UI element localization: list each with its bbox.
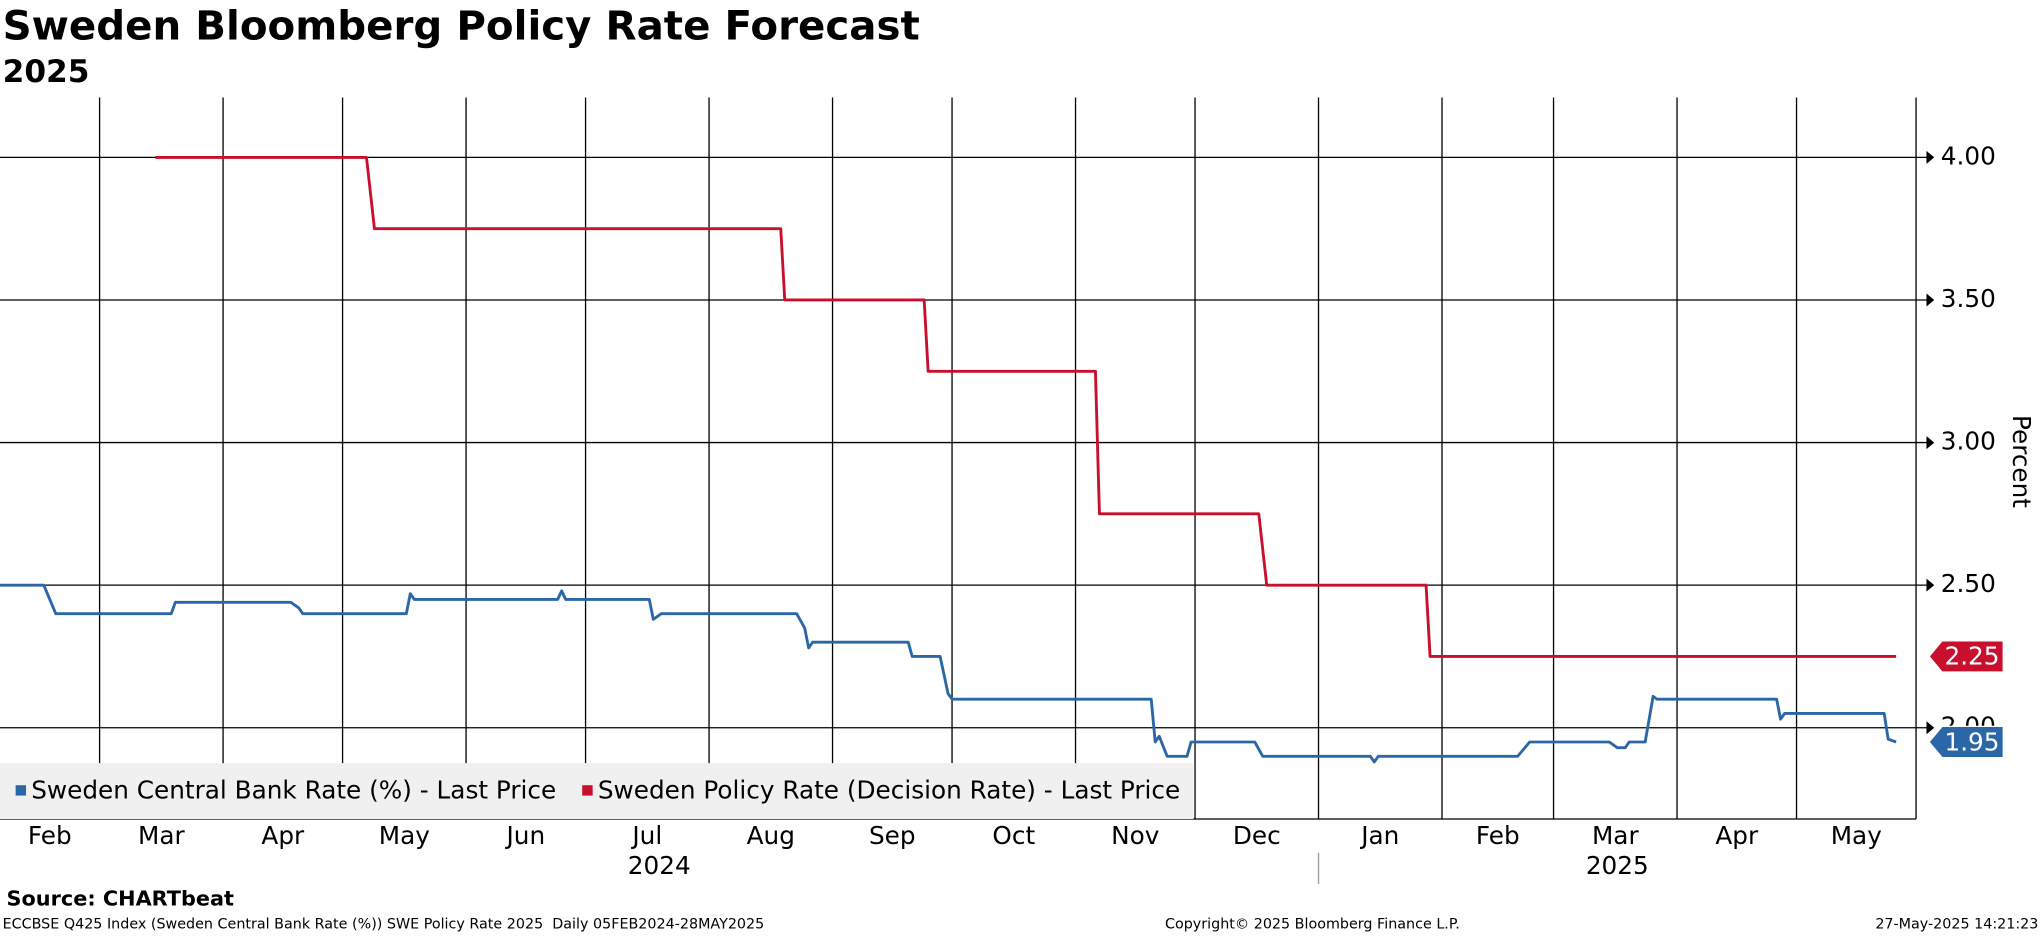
- x-tick-label: Jan: [1359, 821, 1399, 850]
- last-value-badge: [1928, 725, 2004, 759]
- x-tick-label: Feb: [28, 821, 72, 850]
- y-tick-label: 3.00: [1941, 427, 1996, 456]
- y-tick-mark: [1926, 150, 1935, 164]
- chart-title: Sweden Bloomberg Policy Rate Forecast: [3, 3, 920, 50]
- x-tick-label: Apr: [1715, 821, 1759, 850]
- y-axis-label: Percent: [2007, 415, 2036, 508]
- last-value-badge: [1928, 640, 2004, 673]
- x-tick-label: Nov: [1111, 821, 1159, 850]
- x-tick-label: May: [379, 821, 430, 850]
- chart-subtitle: 2025: [3, 54, 90, 90]
- y-tick-label: 2.50: [1941, 569, 1996, 598]
- x-tick-label: Jul: [630, 821, 662, 850]
- y-tick-mark: [1926, 436, 1935, 450]
- timestamp: 27-May-2025 14:21:23: [1875, 916, 2038, 932]
- year-label: 2024: [628, 851, 691, 880]
- source: Source: CHARTbeat: [7, 887, 235, 911]
- legend-label: Sweden Policy Rate (Decision Rate) - Las…: [598, 776, 1180, 805]
- legend-swatch: [15, 785, 27, 796]
- legend-swatch: [582, 785, 593, 796]
- legend-label: Sweden Central Bank Rate (%) - Last Pric…: [31, 776, 556, 805]
- footer-description: ECCBSE Q425 Index (Sweden Central Bank R…: [3, 916, 765, 932]
- x-tick-label: Aug: [747, 821, 795, 850]
- y-tick-mark: [1926, 578, 1935, 592]
- copyright: Copyright© 2025 Bloomberg Finance L.P.: [1165, 916, 1460, 932]
- x-tick-label: Apr: [261, 821, 305, 850]
- x-tick-label: Oct: [992, 821, 1035, 850]
- x-tick-label: Mar: [1592, 821, 1639, 850]
- year-label: 2025: [1586, 851, 1649, 880]
- x-tick-label: Mar: [138, 821, 185, 850]
- series-line: [155, 155, 1897, 658]
- last-value-label: 1.95: [1944, 727, 1999, 756]
- x-tick-label: Feb: [1476, 821, 1520, 850]
- legend-box: [0, 763, 1194, 819]
- y-tick-label: 4.00: [1941, 141, 1996, 170]
- last-value-label: 2.25: [1944, 642, 1999, 671]
- x-tick-label: Sep: [869, 821, 916, 850]
- series-line: [0, 583, 1897, 764]
- x-tick-label: Jun: [504, 821, 545, 850]
- y-tick-mark: [1926, 293, 1935, 307]
- y-tick-label: 3.50: [1941, 284, 1996, 313]
- x-tick-label: May: [1831, 821, 1882, 850]
- y-tick-mark: [1926, 721, 1935, 735]
- x-tick-label: Dec: [1233, 821, 1281, 850]
